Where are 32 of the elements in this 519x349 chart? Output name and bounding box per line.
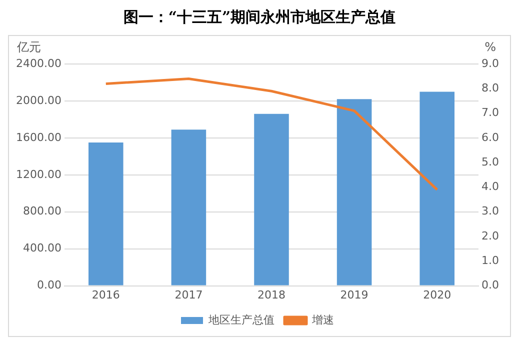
y2-axis-title: % <box>484 40 496 54</box>
y-tick-label: 1200.00 <box>16 168 62 181</box>
y-tick-label: 2400.00 <box>16 56 62 70</box>
y2-tick-label: 6.0 <box>482 130 500 144</box>
y2-tick-label: 1.0 <box>482 254 500 268</box>
bar <box>88 142 124 286</box>
bar <box>420 92 454 286</box>
x-tick-label: 2020 <box>423 288 452 302</box>
legend-label: 增速 <box>311 313 334 326</box>
y-tick-label: 0.00 <box>36 278 62 292</box>
y2-tick-label: 2.0 <box>482 229 500 242</box>
x-tick-label: 2016 <box>92 288 120 302</box>
y2-tick-label: 5.0 <box>482 155 500 168</box>
bar <box>171 130 206 286</box>
y2-tick-label: 7.0 <box>482 106 500 120</box>
y2-tick-label: 3.0 <box>482 204 500 218</box>
bar <box>254 114 289 286</box>
y2-tick-label: 9.0 <box>482 56 500 70</box>
y2-tick-label: 0.0 <box>482 278 500 292</box>
x-tick-label: 2019 <box>340 288 368 302</box>
y2-tick-label: 8.0 <box>482 82 500 95</box>
legend-label: 地区生产总值 <box>208 313 274 326</box>
y-tick-label: 400.00 <box>22 242 62 255</box>
y-tick-label: 1600.00 <box>16 130 62 144</box>
y-tick-label: 800.00 <box>22 204 62 218</box>
x-tick-label: 2018 <box>257 288 286 302</box>
y-axis-title: 亿元 <box>16 40 41 54</box>
y-tick-label: 2000.00 <box>16 94 62 107</box>
chart-title: 图一：“十三五”期间永州市地区生产总值 <box>122 8 397 27</box>
x-tick-label: 2017 <box>174 288 203 302</box>
bar <box>336 99 372 286</box>
y2-tick-label: 4.0 <box>482 180 500 194</box>
